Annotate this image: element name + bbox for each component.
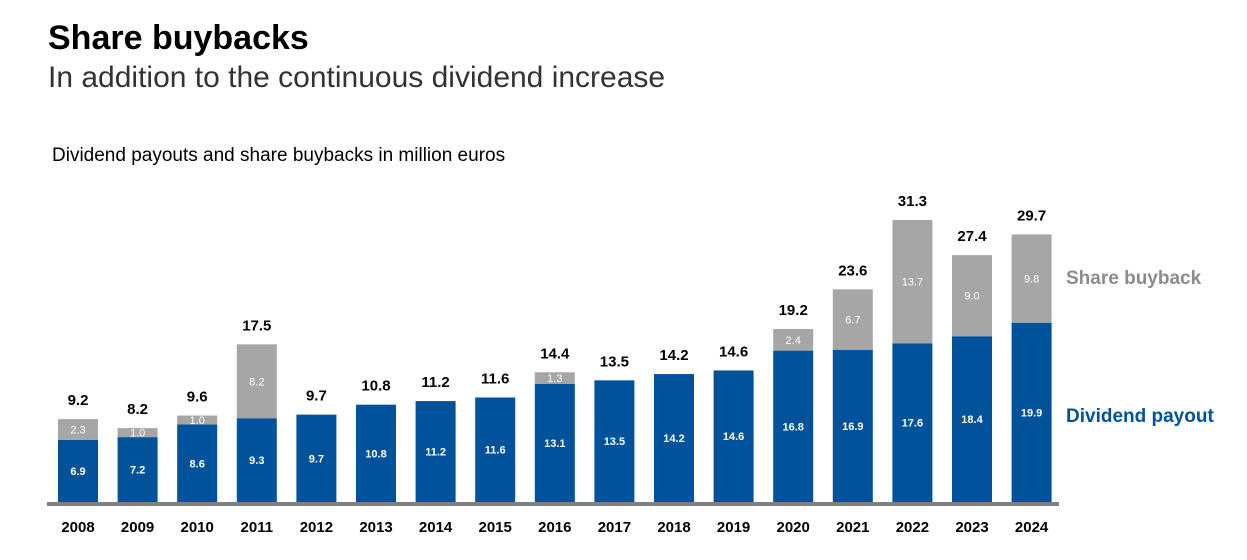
buyback-value-2024: 9.8 [1024, 274, 1039, 286]
dividend-bar-2024 [1011, 322, 1052, 502]
x-tick-2017: 2017 [598, 519, 631, 536]
x-tick-2020: 2020 [777, 519, 810, 536]
total-label-2010: 9.6 [187, 389, 208, 406]
buyback-bar-2008 [58, 419, 98, 440]
buyback-bar-2022 [892, 220, 933, 344]
chart-caption: Dividend payouts and share buybacks in m… [52, 145, 506, 166]
dividend-bar-2012 [296, 414, 337, 502]
x-tick-2016: 2016 [538, 519, 571, 536]
page-subtitle: In addition to the continuous dividend i… [48, 61, 666, 94]
x-tick-2014: 2014 [419, 519, 453, 536]
total-label-2014: 11.2 [421, 374, 449, 391]
dividend-bar-2010 [177, 424, 218, 502]
total-label-2011: 17.5 [242, 317, 271, 334]
dividend-bar-2020 [773, 350, 814, 502]
buyback-value-2011: 8.2 [249, 376, 264, 388]
buyback-bar-2009 [117, 428, 158, 438]
legend-share-buyback: Share buyback [1066, 268, 1202, 289]
page-title: Share buybacks [48, 19, 309, 57]
dividend-bar-2018 [654, 374, 694, 502]
buyback-value-2023: 9.0 [964, 291, 979, 303]
total-label-2019: 14.6 [719, 343, 748, 360]
dividend-bar-2013 [356, 404, 396, 502]
dividend-value-2009: 7.2 [130, 465, 145, 477]
total-label-2020: 19.2 [779, 302, 808, 319]
dividend-bar-2015 [475, 397, 516, 502]
total-label-2021: 23.6 [838, 262, 867, 279]
buyback-bar-2020 [773, 329, 814, 351]
x-tick-2015: 2015 [479, 519, 512, 536]
buyback-value-2016: 1.3 [547, 373, 562, 385]
buyback-bar-2016 [534, 372, 575, 384]
buyback-bar-2021 [832, 289, 873, 350]
dividend-bar-2016 [534, 383, 575, 502]
dividend-bar-2008 [58, 439, 98, 502]
x-tick-2018: 2018 [657, 519, 690, 536]
buyback-value-2010: 1.0 [190, 415, 205, 427]
dividend-value-2016: 13.1 [544, 438, 565, 450]
dividend-value-2023: 18.4 [961, 414, 983, 426]
dividend-value-2021: 16.9 [842, 421, 863, 433]
x-tick-2009: 2009 [121, 519, 154, 536]
total-label-2023: 27.4 [957, 228, 987, 245]
dividend-bar-2022 [892, 343, 933, 502]
total-label-2008: 9.2 [68, 392, 89, 409]
x-axis-line [47, 502, 1059, 506]
total-label-2017: 13.5 [600, 353, 629, 370]
total-label-2012: 9.7 [306, 388, 327, 405]
total-label-2015: 11.6 [481, 370, 509, 387]
buyback-value-2008: 2.3 [70, 424, 85, 436]
buyback-value-2020: 2.4 [786, 335, 801, 347]
total-label-2013: 10.8 [361, 378, 390, 395]
dividend-value-2020: 16.8 [782, 421, 803, 433]
buyback-value-2009: 1.0 [130, 428, 145, 440]
dividend-value-2018: 14.2 [663, 433, 684, 445]
dividend-value-2012: 9.7 [309, 453, 324, 465]
dividend-value-2015: 11.6 [485, 445, 506, 457]
total-label-2016: 14.4 [540, 345, 570, 362]
dividend-value-2013: 10.8 [365, 448, 386, 460]
x-tick-2012: 2012 [300, 519, 333, 536]
dividend-value-2010: 8.6 [190, 458, 205, 470]
dividend-value-2022: 17.6 [902, 418, 923, 430]
dividend-bar-2017 [594, 380, 635, 502]
dividend-value-2024: 19.9 [1021, 407, 1042, 419]
dividend-value-2008: 6.9 [70, 466, 85, 478]
dividend-bar-2019 [713, 370, 754, 502]
buyback-bar-2023 [952, 255, 992, 337]
dividend-bar-2014 [415, 401, 456, 502]
dividend-value-2017: 13.5 [604, 436, 625, 448]
total-label-2009: 8.2 [127, 401, 148, 418]
dividend-bar-2023 [952, 336, 992, 502]
x-tick-2023: 2023 [955, 519, 988, 536]
x-tick-2010: 2010 [181, 519, 214, 536]
buyback-value-2022: 13.7 [902, 277, 923, 289]
total-label-2024: 29.7 [1017, 207, 1046, 224]
dividend-bar-2009 [117, 437, 158, 502]
buyback-bar-2010 [177, 415, 218, 425]
buyback-bar-2011 [236, 344, 277, 419]
buyback-bar-2024 [1011, 234, 1052, 323]
x-tick-2022: 2022 [896, 519, 929, 536]
total-label-2018: 14.2 [659, 347, 688, 364]
x-tick-2019: 2019 [717, 519, 750, 536]
x-tick-2008: 2008 [61, 519, 94, 536]
dividend-value-2011: 9.3 [249, 455, 264, 467]
dividend-value-2019: 14.6 [723, 431, 744, 443]
x-tick-2024: 2024 [1015, 519, 1049, 536]
x-tick-2013: 2013 [359, 519, 392, 536]
dividend-bar-2021 [832, 349, 873, 502]
total-label-2022: 31.3 [898, 193, 927, 210]
dividend-bar-2011 [236, 418, 277, 502]
dividend-value-2014: 11.2 [425, 447, 446, 459]
x-tick-2011: 2011 [241, 519, 274, 536]
x-tick-2021: 2021 [836, 519, 869, 536]
legend-dividend-payout: Dividend payout [1066, 406, 1214, 427]
buyback-value-2021: 6.7 [845, 315, 860, 327]
